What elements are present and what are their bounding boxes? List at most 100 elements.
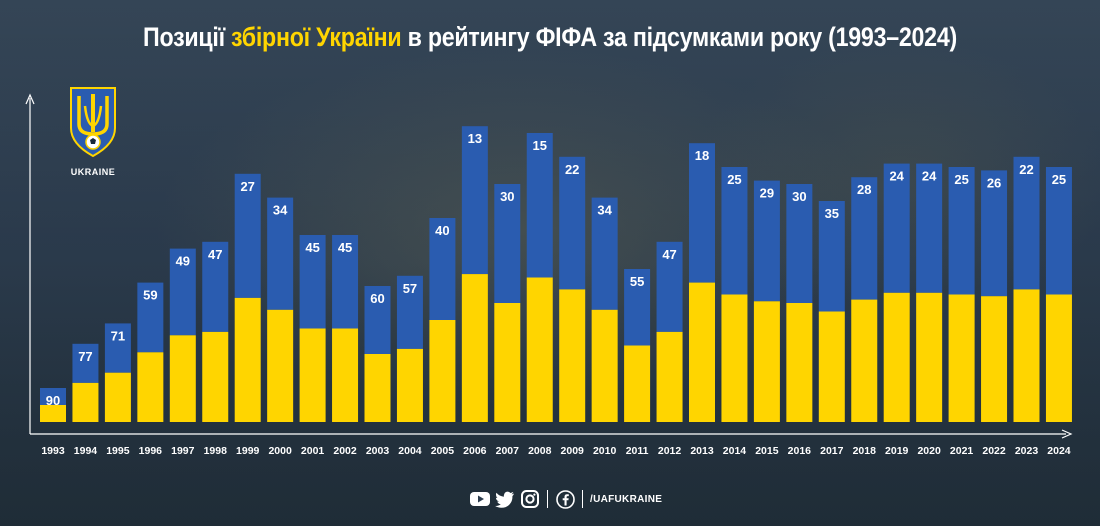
instagram-icon[interactable] (520, 489, 540, 509)
bar-yellow (40, 405, 66, 422)
bar-yellow (883, 292, 910, 422)
bar-group: 47 2012 (656, 241, 683, 457)
bar-group: 34 2010 (591, 197, 618, 457)
bar-group: 49 1997 (169, 248, 196, 457)
bar-blue (1013, 156, 1040, 290)
bar-group: 25 2024 (1045, 167, 1072, 457)
bar-blue (818, 201, 845, 312)
bar-group: 55 2011 (624, 269, 651, 457)
data-label: 49 (176, 254, 190, 269)
bar-yellow (689, 282, 715, 422)
bar-blue (883, 163, 910, 293)
bar-group: 77 1994 (72, 343, 99, 457)
x-tick-label: 1994 (74, 445, 98, 457)
data-label: 24 (922, 169, 937, 184)
bar-group: 45 2002 (332, 235, 359, 457)
bar-yellow (332, 328, 359, 422)
bar-blue (332, 235, 359, 329)
x-tick-label: 2019 (885, 445, 909, 457)
data-label: 27 (240, 179, 254, 194)
data-label: 26 (987, 175, 1001, 190)
youtube-icon[interactable] (470, 489, 490, 509)
bar-yellow (72, 382, 99, 422)
bar-blue (753, 180, 780, 302)
data-label: 34 (273, 203, 288, 218)
x-tick-label: 2006 (463, 445, 487, 457)
bar-yellow (234, 297, 261, 422)
data-label: 47 (208, 247, 222, 262)
x-tick-label: 1997 (171, 445, 195, 457)
twitter-icon[interactable] (495, 489, 515, 509)
data-label: 30 (792, 189, 806, 204)
data-label: 25 (727, 172, 741, 187)
x-tick-label: 2010 (593, 445, 617, 457)
x-tick-label: 2008 (528, 445, 552, 457)
x-tick-label: 1999 (236, 445, 260, 457)
bar-group: 24 2020 (916, 163, 943, 457)
bar-group: 24 2019 (883, 163, 910, 457)
bar-blue (851, 177, 878, 300)
title-part-2: в рейтингу ФІФА за підсумками року (1993… (401, 22, 958, 52)
bar-group: 40 2005 (429, 218, 456, 457)
bar-yellow (948, 294, 975, 422)
trident-crest-icon (70, 87, 116, 158)
social-footer: /UAFUKRAINE (470, 488, 662, 510)
x-tick-label: 2002 (333, 445, 357, 457)
bar-blue (494, 184, 521, 303)
bar-group: 25 2021 (948, 167, 975, 457)
bar-yellow (916, 292, 943, 422)
crest-label: UKRAINE (70, 167, 116, 177)
x-tick-label: 2023 (1015, 445, 1039, 457)
bar-yellow (526, 277, 553, 422)
data-label: 40 (435, 223, 449, 238)
data-label: 30 (500, 189, 514, 204)
title-highlight: збірної України (231, 22, 402, 52)
bar-group: 28 2018 (851, 177, 878, 457)
bar-group: 26 2022 (981, 170, 1008, 457)
bar-group: 71 1995 (104, 323, 131, 457)
data-label: 45 (338, 240, 352, 255)
footer-divider (547, 490, 548, 508)
x-tick-label: 2016 (788, 445, 812, 457)
bar-group: 25 2014 (721, 167, 748, 457)
bar-yellow (851, 299, 878, 422)
bar-group: 90 1993 (40, 388, 66, 457)
data-label: 15 (533, 138, 547, 153)
bar-blue (1045, 167, 1072, 295)
social-handle[interactable]: /UAFUKRAINE (590, 493, 663, 505)
bar-blue (981, 170, 1008, 297)
bar-group: 18 2013 (689, 143, 715, 457)
x-tick-label: 1995 (106, 445, 130, 457)
data-label: 90 (46, 393, 60, 408)
bar-blue (202, 241, 229, 332)
bar-yellow (721, 294, 748, 422)
x-tick-label: 2024 (1047, 445, 1071, 457)
bar-group: 57 2004 (396, 275, 423, 457)
data-label: 29 (760, 186, 774, 201)
x-tick-label: 2022 (982, 445, 1006, 457)
data-label: 22 (1019, 162, 1033, 177)
bar-group: 29 2015 (753, 180, 780, 457)
bar-blue (591, 197, 618, 310)
bar-group: 27 1999 (234, 173, 261, 457)
facebook-icon[interactable] (555, 489, 575, 509)
x-tick-label: 2007 (496, 445, 520, 457)
chart-title: Позиції збірної України в рейтингу ФІФА … (77, 22, 1023, 53)
bar-blue (169, 248, 196, 336)
x-axis-arrow (1061, 429, 1073, 439)
data-label: 22 (565, 162, 579, 177)
bar-yellow (624, 345, 651, 422)
bar-blue (104, 323, 131, 373)
bar-blue (137, 282, 164, 353)
data-label: 24 (889, 169, 904, 184)
bar-group: 35 2017 (818, 201, 845, 457)
x-tick-label: 2012 (658, 445, 682, 457)
bar-blue (429, 218, 456, 320)
bar-yellow (104, 372, 131, 422)
x-tick-label: 1996 (139, 445, 163, 457)
bar-blue (721, 167, 748, 295)
bar-yellow (202, 331, 229, 422)
bar-yellow (461, 274, 488, 422)
